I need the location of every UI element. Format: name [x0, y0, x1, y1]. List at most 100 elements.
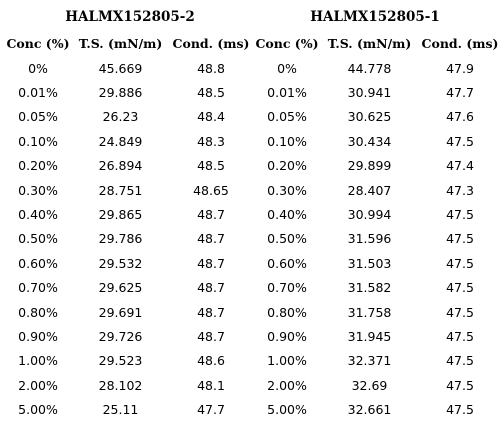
cell-conc-halmx152805-2: 0.20% [18, 158, 58, 174]
cell-conc-halmx152805-1: 1.00% [267, 353, 307, 369]
cell-ts-halmx152805-2: 29.886 [98, 85, 143, 101]
cell-conc-halmx152805-1: 0.80% [267, 304, 307, 320]
cell-ts-halmx152805-2: 28.751 [98, 182, 143, 198]
cell-ts-halmx152805-2: 28.102 [98, 377, 143, 393]
table-row: 0.70% 29.625 48.7 0.70% 31.582 47.5 [4, 276, 502, 300]
cell-ts-halmx152805-2: 26.894 [98, 158, 143, 174]
cell-conc-halmx152805-2: 1.00% [18, 353, 58, 369]
cell-ts-halmx152805-2: 25.11 [102, 402, 139, 418]
cell-cond-halmx152805-1: 47.5 [446, 255, 474, 271]
table-row: 0.80% 29.691 48.7 0.80% 31.758 47.5 [4, 300, 502, 324]
cell-cond-halmx152805-1: 47.5 [446, 133, 474, 149]
cell-cond-halmx152805-2: 48.7 [197, 207, 225, 223]
cell-ts-halmx152805-1: 30.994 [347, 207, 392, 223]
cell-cond-halmx152805-1: 47.3 [446, 182, 474, 198]
cell-ts-halmx152805-2: 29.691 [98, 304, 143, 320]
table-row: 0.60% 29.532 48.7 0.60% 31.503 47.5 [4, 251, 502, 275]
cell-cond-halmx152805-1: 47.5 [446, 304, 474, 320]
cell-ts-halmx152805-2: 29.726 [98, 328, 143, 344]
cell-cond-halmx152805-2: 48.7 [197, 280, 225, 296]
table-row: 0.40% 29.865 48.7 0.40% 30.994 47.5 [4, 202, 502, 226]
results-table: Conc (%) T.S. (mN/m) Cond. (ms) Conc (%)… [4, 31, 502, 422]
cell-cond-halmx152805-1: 47.7 [446, 85, 474, 101]
table-row: 0.90% 29.726 48.7 0.90% 31.945 47.5 [4, 324, 502, 348]
cell-conc-halmx152805-2: 0.70% [18, 280, 58, 296]
cell-cond-halmx152805-2: 48.65 [193, 182, 229, 198]
cell-cond-halmx152805-2: 48.5 [197, 85, 225, 101]
cell-conc-halmx152805-1: 0.70% [267, 280, 307, 296]
cell-ts-halmx152805-2: 29.786 [98, 231, 143, 247]
cell-conc-halmx152805-2: 0.01% [18, 85, 58, 101]
cell-conc-halmx152805-2: 0.05% [18, 109, 58, 125]
cell-conc-halmx152805-1: 0.50% [267, 231, 307, 247]
table-row: 0.10% 24.849 48.3 0.10% 30.434 47.5 [4, 129, 502, 153]
cell-ts-halmx152805-2: 29.532 [98, 255, 143, 271]
cell-conc-halmx152805-2: 0.10% [18, 133, 58, 149]
cell-cond-halmx152805-1: 47.5 [446, 328, 474, 344]
cell-conc-halmx152805-1: 0.60% [267, 255, 307, 271]
header-conc: Conc (%) [6, 36, 70, 51]
header-conc: Conc (%) [255, 36, 319, 51]
cell-cond-halmx152805-2: 48.5 [197, 158, 225, 174]
cell-ts-halmx152805-1: 31.945 [347, 328, 392, 344]
cell-ts-halmx152805-1: 32.69 [351, 377, 388, 393]
cell-ts-halmx152805-1: 31.596 [347, 231, 392, 247]
cell-cond-halmx152805-2: 47.7 [197, 402, 225, 418]
cell-conc-halmx152805-1: 0% [277, 60, 297, 76]
table-row: 0.01% 29.886 48.5 0.01% 30.941 47.7 [4, 80, 502, 104]
cell-cond-halmx152805-1: 47.5 [446, 231, 474, 247]
header-ts: T.S. (mN/m) [78, 36, 163, 51]
cell-conc-halmx152805-1: 0.30% [267, 182, 307, 198]
cell-conc-halmx152805-2: 0.50% [18, 231, 58, 247]
cell-cond-halmx152805-1: 47.4 [446, 158, 474, 174]
cell-conc-halmx152805-1: 0.40% [267, 207, 307, 223]
table-row: 5.00% 25.11 47.7 5.00% 32.661 47.5 [4, 397, 502, 421]
cell-cond-halmx152805-1: 47.5 [446, 207, 474, 223]
table-row: 0.20% 26.894 48.5 0.20% 29.899 47.4 [4, 154, 502, 178]
cell-conc-halmx152805-2: 5.00% [18, 402, 58, 418]
cell-ts-halmx152805-2: 26.23 [102, 109, 139, 125]
cell-cond-halmx152805-1: 47.9 [446, 60, 474, 76]
table-row: 2.00% 28.102 48.1 2.00% 32.69 47.5 [4, 373, 502, 397]
cell-ts-halmx152805-1: 31.758 [347, 304, 392, 320]
cell-cond-halmx152805-2: 48.4 [197, 109, 225, 125]
cell-ts-halmx152805-1: 30.625 [347, 109, 392, 125]
cell-conc-halmx152805-2: 0.30% [18, 182, 58, 198]
cell-cond-halmx152805-2: 48.3 [197, 133, 225, 149]
cell-conc-halmx152805-2: 0% [28, 60, 48, 76]
cell-conc-halmx152805-2: 0.60% [18, 255, 58, 271]
cell-conc-halmx152805-1: 0.90% [267, 328, 307, 344]
group-title-halmx152805-2: HALMX152805-2 [65, 9, 195, 25]
cell-cond-halmx152805-1: 47.5 [446, 377, 474, 393]
table-row: 1.00% 29.523 48.6 1.00% 32.371 47.5 [4, 349, 502, 373]
cell-cond-halmx152805-1: 47.5 [446, 402, 474, 418]
cell-conc-halmx152805-2: 0.80% [18, 304, 58, 320]
table-row: 0.05% 26.23 48.4 0.05% 30.625 47.6 [4, 105, 502, 129]
header-row: Conc (%) T.S. (mN/m) Cond. (ms) Conc (%)… [4, 31, 502, 56]
cell-ts-halmx152805-1: 29.899 [347, 158, 392, 174]
cell-ts-halmx152805-1: 31.582 [347, 280, 392, 296]
cell-ts-halmx152805-2: 24.849 [98, 133, 143, 149]
header-cond: Cond. (ms) [172, 36, 250, 51]
cell-ts-halmx152805-1: 31.503 [347, 255, 392, 271]
cell-ts-halmx152805-1: 32.661 [347, 402, 392, 418]
cell-ts-halmx152805-2: 45.669 [98, 60, 143, 76]
cell-ts-halmx152805-1: 30.941 [347, 85, 392, 101]
cell-ts-halmx152805-1: 44.778 [347, 60, 392, 76]
cell-cond-halmx152805-2: 48.7 [197, 304, 225, 320]
cell-cond-halmx152805-2: 48.6 [197, 353, 225, 369]
cell-cond-halmx152805-1: 47.6 [446, 109, 474, 125]
cell-conc-halmx152805-1: 5.00% [267, 402, 307, 418]
cell-conc-halmx152805-2: 0.40% [18, 207, 58, 223]
cell-conc-halmx152805-2: 0.90% [18, 328, 58, 344]
cell-cond-halmx152805-1: 47.5 [446, 280, 474, 296]
table-row: 0.30% 28.751 48.65 0.30% 28.407 47.3 [4, 178, 502, 202]
cell-cond-halmx152805-1: 47.5 [446, 353, 474, 369]
cell-cond-halmx152805-2: 48.7 [197, 255, 225, 271]
table-row: 0.50% 29.786 48.7 0.50% 31.596 47.5 [4, 227, 502, 251]
cell-conc-halmx152805-1: 2.00% [267, 377, 307, 393]
header-ts: T.S. (mN/m) [327, 36, 412, 51]
cell-ts-halmx152805-1: 28.407 [347, 182, 392, 198]
cell-ts-halmx152805-2: 29.625 [98, 280, 143, 296]
